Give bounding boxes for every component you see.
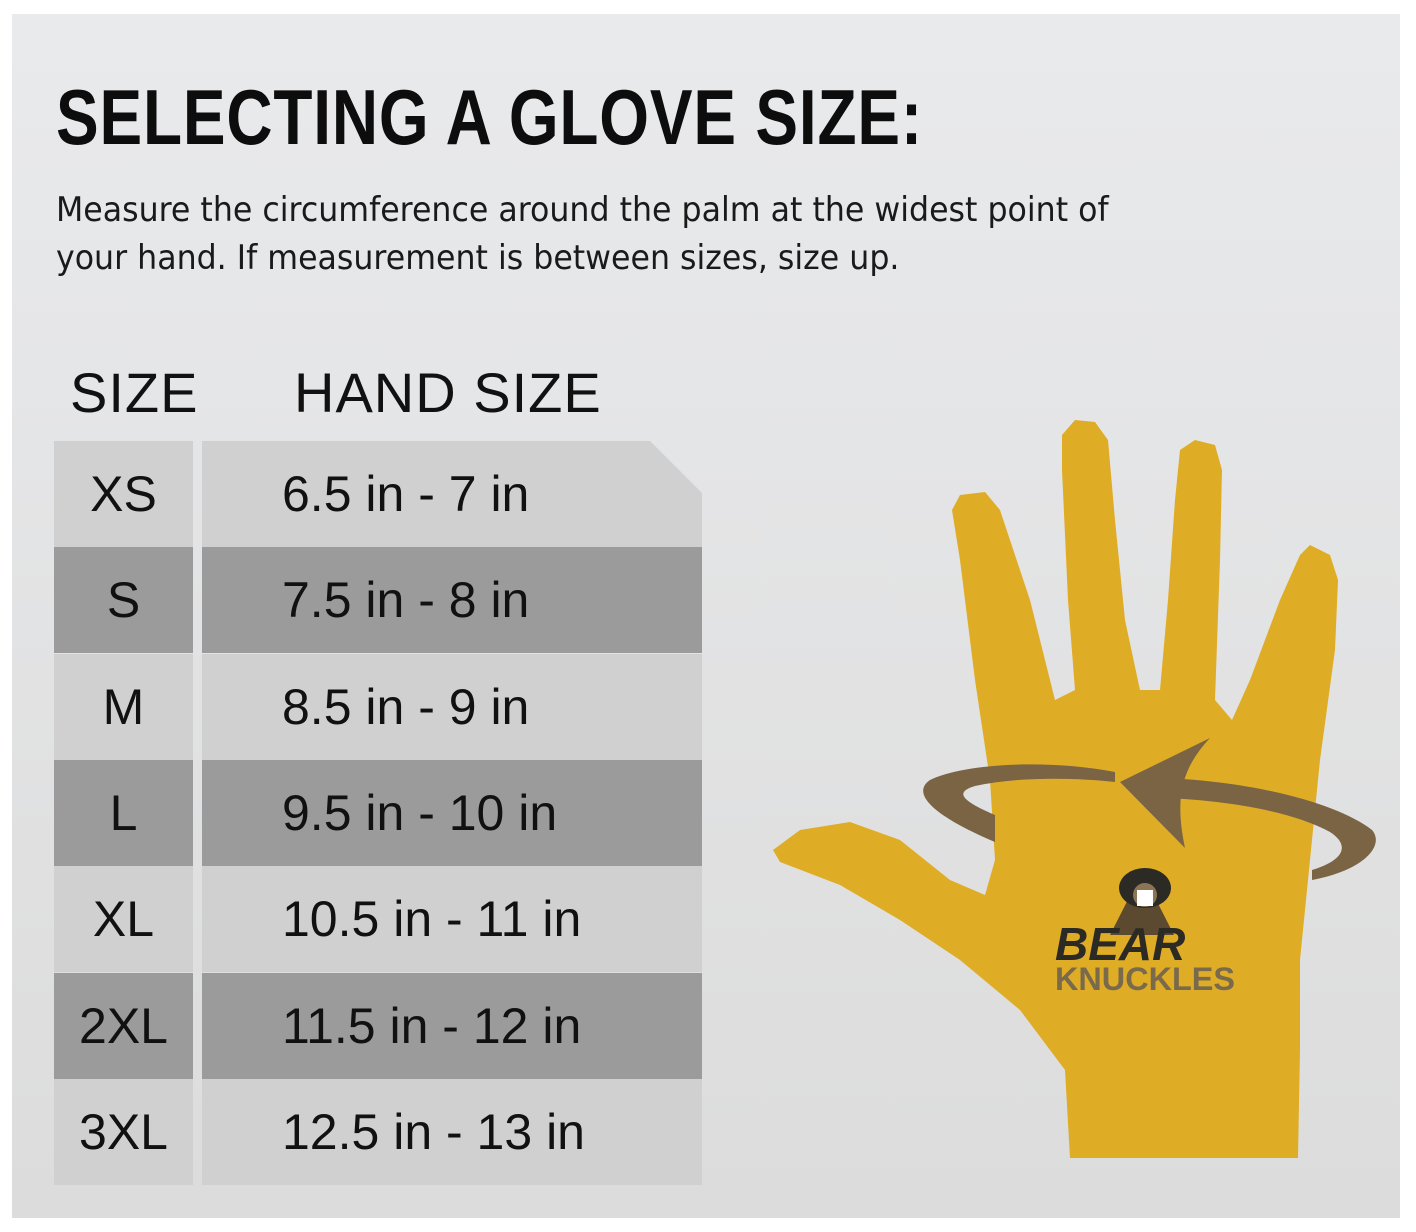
size-cell: S (54, 547, 193, 654)
hand-size-cell: 7.5 in - 8 in (202, 547, 702, 654)
size-row: XS 6.5 in - 7 in (54, 441, 702, 547)
hand-size-cell: 6.5 in - 7 in (202, 441, 702, 547)
size-row: L 9.5 in - 10 in (54, 759, 702, 866)
size-cell: 3XL (54, 1078, 193, 1185)
bear-knuckles-logo: BEAR KNUCKLES (1055, 868, 1235, 997)
measure-arrow-icon (923, 738, 1376, 880)
hand-size-cell: 11.5 in - 12 in (202, 972, 702, 1079)
size-row: M 8.5 in - 9 in (54, 653, 702, 760)
size-row: 3XL 12.5 in - 13 in (54, 1078, 702, 1185)
hand-size-cell: 10.5 in - 11 in (202, 866, 702, 973)
size-cell: L (54, 759, 193, 866)
page-title: SELECTING A GLOVE SIZE: (56, 73, 923, 161)
size-column-header: SIZE (70, 361, 199, 424)
size-cell: 2XL (54, 972, 193, 1079)
logo-knuckles-text: KNUCKLES (1055, 961, 1235, 997)
hand-size-cell: 9.5 in - 10 in (202, 759, 702, 866)
size-cell: M (54, 653, 193, 760)
logo-bear-text: BEAR (1055, 918, 1185, 970)
hand-shape (773, 420, 1338, 1158)
hand-size-cell: 8.5 in - 9 in (202, 653, 702, 760)
size-row: XL 10.5 in - 11 in (54, 866, 702, 973)
hand-size-column-header: HAND SIZE (294, 361, 602, 424)
size-row: S 7.5 in - 8 in (54, 547, 702, 654)
hand-size-cell: 12.5 in - 13 in (202, 1078, 702, 1185)
instructions: Measure the circumference around the pal… (56, 190, 1109, 278)
size-cell: XS (54, 441, 193, 547)
size-row: 2XL 11.5 in - 12 in (54, 972, 702, 1079)
size-cell: XL (54, 866, 193, 973)
